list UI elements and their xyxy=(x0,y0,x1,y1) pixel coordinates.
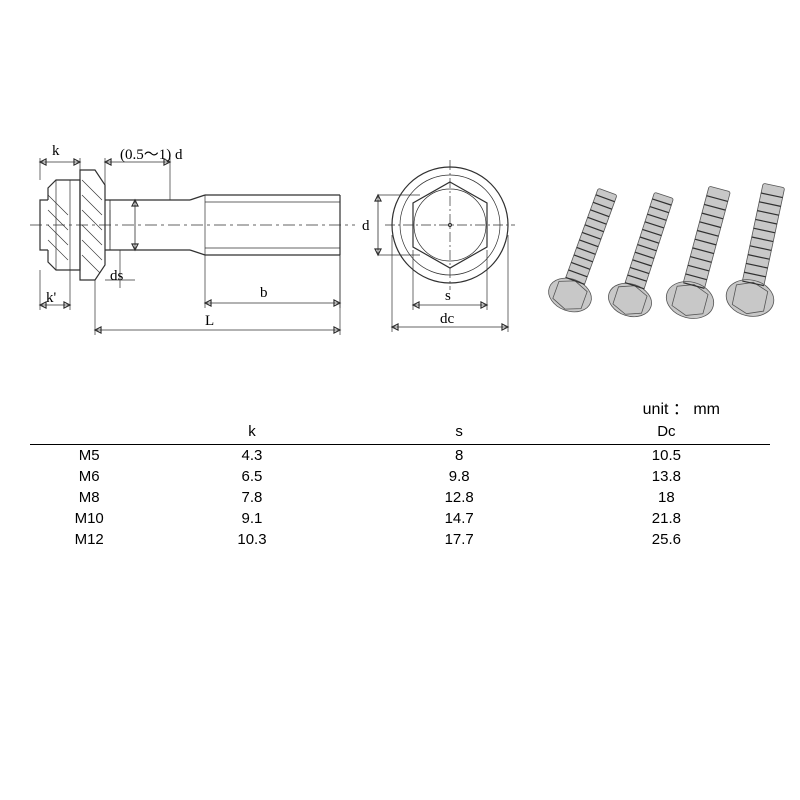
label-ds: ds xyxy=(110,268,123,285)
table-row: M6 6.5 9.8 13.8 xyxy=(30,466,770,487)
cell: 9.8 xyxy=(356,466,563,487)
canvas: k (0.5～1) d k' ds b L d xyxy=(0,0,800,800)
label-d-note: (0.5～1) d xyxy=(120,143,183,164)
label-s: s xyxy=(445,288,451,305)
cell: 9.1 xyxy=(148,508,355,529)
spec-table: k s Dc M5 4.3 8 10.5 M6 6.5 9.8 13.8 xyxy=(30,421,770,550)
cell: M5 xyxy=(30,445,148,467)
col-k: k xyxy=(148,421,355,445)
cell: M12 xyxy=(30,529,148,550)
table-row: M8 7.8 12.8 18 xyxy=(30,487,770,508)
col-s: s xyxy=(356,421,563,445)
cell: 10.5 xyxy=(563,445,770,467)
label-kprime: k' xyxy=(46,290,56,307)
dimension-table: k s Dc M5 4.3 8 10.5 M6 6.5 9.8 13.8 xyxy=(30,395,770,550)
cell: 21.8 xyxy=(563,508,770,529)
technical-drawing: k (0.5～1) d k' ds b L d xyxy=(10,140,790,350)
table-row: M12 10.3 17.7 25.6 xyxy=(30,529,770,550)
cell: 14.7 xyxy=(356,508,563,529)
bolt-side-view: k (0.5～1) d k' ds b L xyxy=(10,140,360,350)
cell: M8 xyxy=(30,487,148,508)
cell: 17.7 xyxy=(356,529,563,550)
table-row: M5 4.3 8 10.5 xyxy=(30,445,770,467)
label-d: d xyxy=(362,218,370,235)
label-b: b xyxy=(260,285,268,302)
cell: 13.8 xyxy=(563,466,770,487)
cell: M10 xyxy=(30,508,148,529)
cell: 18 xyxy=(563,487,770,508)
cell: 10.3 xyxy=(148,529,355,550)
table-body: M5 4.3 8 10.5 M6 6.5 9.8 13.8 M8 7.8 12.… xyxy=(30,445,770,551)
cell: 8 xyxy=(356,445,563,467)
cell: 12.8 xyxy=(356,487,563,508)
cell: M6 xyxy=(30,466,148,487)
label-k: k xyxy=(52,143,60,160)
cell: 4.3 xyxy=(148,445,355,467)
col-dc: Dc xyxy=(563,421,770,445)
cell: 7.8 xyxy=(148,487,355,508)
label-dc: dc xyxy=(440,311,454,328)
cell: 6.5 xyxy=(148,466,355,487)
table-row: M10 9.1 14.7 21.8 xyxy=(30,508,770,529)
col-size xyxy=(30,421,148,445)
label-L: L xyxy=(205,313,214,330)
cell: 25.6 xyxy=(563,529,770,550)
table-header-row: k s Dc xyxy=(30,421,770,445)
bolt-top-view: s dc xyxy=(370,160,530,330)
bolt-photo xyxy=(540,140,795,320)
